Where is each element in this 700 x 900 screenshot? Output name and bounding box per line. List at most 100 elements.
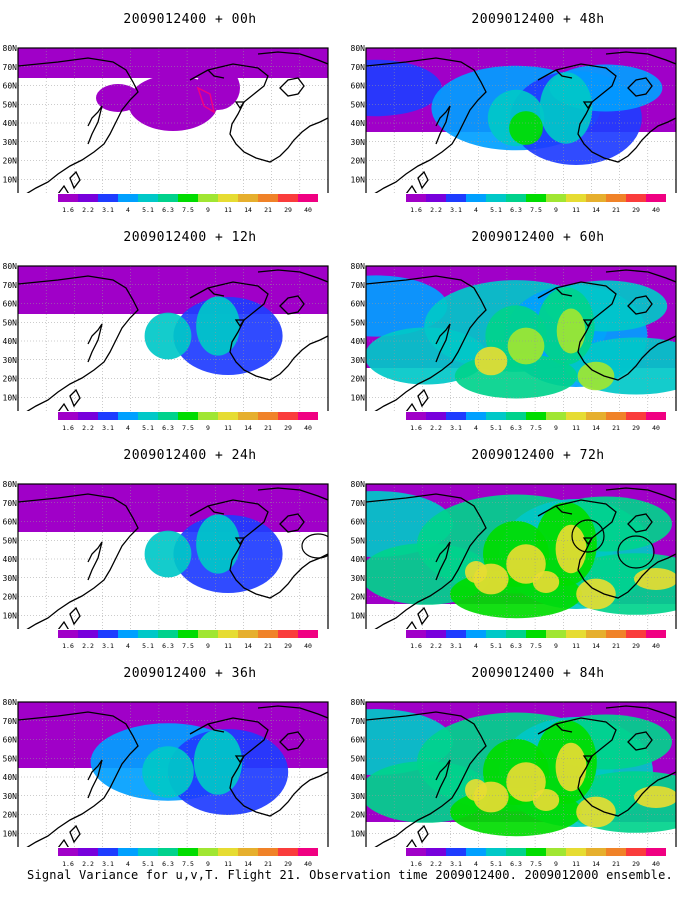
colorbar-swatch [178,412,198,420]
colorbar-label: 6.3 [162,424,174,432]
colorbar-swatch [566,848,586,856]
colorbar-swatch [506,630,526,638]
coastline [189,499,328,599]
coastline [57,620,69,629]
colorbar-label: 9 [554,206,558,214]
lat-tick-label: 30N [3,356,18,365]
coastline [435,541,451,581]
colorbar-label: 14 [592,424,600,432]
coastline [257,705,328,719]
lat-tick-label: 30N [351,138,366,147]
map-panel: 2009012400 + 48h 80N 70N 60N 50N 40N 30N 20N 10N… [351,8,700,218]
colorbar-label: 14 [592,206,600,214]
colorbar-swatch [406,412,426,420]
lat-tick-label: 80N [351,698,366,707]
colorbar-swatch [278,848,298,856]
colorbar-swatch [526,194,546,202]
colorbar-swatch [586,194,606,202]
lat-tick-label: 10N [351,175,366,184]
colorbar-label: 3.1 [102,860,114,868]
coastline [366,275,487,411]
lat-tick-label: 50N [351,100,366,109]
panel-title: 2009012400 + 84h [471,666,605,681]
lat-tick-label: 60N [3,82,18,91]
colorbar-label: 29 [284,860,292,868]
colorbar-label: 2.2 [430,206,442,214]
variance-background-band [18,266,328,314]
colorbar-swatch [158,848,178,856]
colorbar-swatch [98,848,118,856]
colorbar-swatch [506,412,526,420]
colorbar-swatch [606,194,626,202]
colorbar-swatch [446,412,466,420]
colorbar-label: 7.5 [182,860,194,868]
colorbar-swatch [486,630,506,638]
variance-background-band [18,484,328,532]
colorbar-swatch [258,412,278,420]
colorbar-label: 40 [652,642,660,650]
colorbar-swatch [58,194,78,202]
colorbar-label: 9 [554,424,558,432]
lat-tick-label: 50N [3,536,18,545]
colorbar-label: 2.2 [430,642,442,650]
coastline [605,705,676,719]
map-plot: 80N70N60N50N40N30N20N10NEQ80E100E120E140… [351,698,677,847]
colorbar-swatch [118,848,138,856]
variance-plume [532,789,560,811]
coastline [417,606,429,626]
colorbar-label: 21 [612,860,620,868]
lat-tick-label: 10N [3,829,18,838]
coastline [87,541,103,581]
coastline [555,69,573,79]
colorbar-swatch [506,848,526,856]
colorbar-swatch [606,630,626,638]
highlight-circle [571,519,605,553]
colorbar-swatch [466,630,486,638]
lat-tick-label: 50N [351,536,366,545]
lat-tick-label: 80N [3,480,18,489]
colorbar-label: 5.1 [142,860,154,868]
coastline [279,731,305,751]
lat-tick-label: 10N [3,175,18,184]
coastline [605,51,676,65]
coastline [605,269,676,283]
colorbar-swatch [626,412,646,420]
colorbar-label: 14 [592,642,600,650]
colorbar-label: 9 [206,860,210,868]
coastline [555,287,573,297]
variance-plume [196,66,240,110]
colorbar-swatch [546,848,566,856]
colorbar-label: 29 [284,206,292,214]
variance-plume [474,346,508,376]
map-panel: 2009012400 + 00h 80N 70N 60N 50N 40N 30N 20N 10N… [3,8,360,218]
colorbar-swatch [486,194,506,202]
lat-tick-label: 80N [351,44,366,53]
coastline [207,723,225,733]
lat-tick-label: 70N [351,499,366,508]
colorbar-label: 2.2 [430,424,442,432]
map-plot: 80N70N60N50N40N30N20N10NEQ80E100E120E140… [3,698,329,847]
colorbar-label: 9 [206,424,210,432]
coastline [627,295,653,315]
colorbar-swatch [566,194,586,202]
lat-tick-label: 60N [351,82,366,91]
map-frame [17,265,329,411]
colorbar-swatch [198,412,218,420]
colorbar-label: 3.1 [102,424,114,432]
colorbar-label: 11 [224,860,232,868]
colorbar-label: 1.6 [410,860,422,868]
colorbar-label: 4 [126,642,130,650]
colorbar-label: 14 [244,860,252,868]
colorbar-swatch [118,194,138,202]
colorbar-label: 6.3 [510,424,522,432]
map-plot: 80N70N60N50N40N30N20N10NEQ80E100E120E140… [351,262,677,411]
colorbar-label: 7.5 [182,424,194,432]
colorbar-swatch [406,194,426,202]
colorbar-swatch [646,630,666,638]
lat-tick-label: 80N [3,262,18,271]
lat-tick-label: 50N [351,318,366,327]
variance-plume [196,514,240,574]
coastline [18,493,139,629]
coastline [87,105,103,145]
colorbar-swatch [78,630,98,638]
